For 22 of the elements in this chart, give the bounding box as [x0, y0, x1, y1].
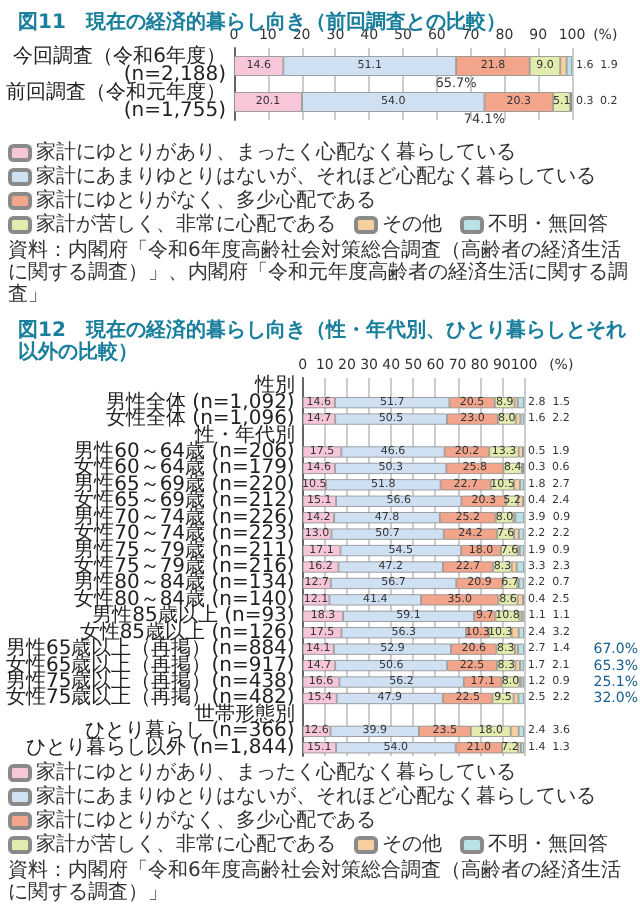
- legend-label: 家計にゆとりがあり、まったく心配なく暮らしている: [36, 760, 516, 784]
- legend-label: その他: [382, 212, 442, 236]
- legend-label: その他: [382, 832, 442, 856]
- legend-label: 不明・無回答: [488, 212, 608, 236]
- legend-label: 不明・無回答: [488, 832, 608, 856]
- text: 資料：内閣府「令和6年度高齢社会対策総合調査（高齢者の経済生活に関する調査）」、内閣府「令和元年度高齢者の経済生活に関する調査」: [8, 238, 628, 306]
- text: 資料：内閣府「令和6年度高齢社会対策総合調査（高齢者の経済生活に関する調査）」: [8, 858, 621, 904]
- y-tick-label: 前回調査（令和元年度） (n=1,755): [6, 80, 227, 122]
- legend-label: 家計にあまりゆとりはないが、それほど心配なく暮らしている: [36, 784, 596, 808]
- bar: [517, 397, 524, 409]
- bar: [516, 561, 524, 573]
- bar: [518, 627, 524, 639]
- legend-label: 家計にゆとりがあり、まったく心配なく暮らしている: [36, 140, 516, 164]
- bar: [518, 692, 524, 705]
- legend-label: 家計が苦しく、非常に心配である: [36, 832, 336, 856]
- legend-label: 家計が苦しく、非常に心配である: [36, 212, 336, 236]
- legend-label: 家計にゆとりがなく、多少心配である: [36, 808, 376, 832]
- legend-label: 家計にゆとりがなく、多少心配である: [36, 188, 376, 212]
- legend-label: 家計にあまりゆとりはないが、それほど心配なく暮らしている: [36, 164, 596, 188]
- bar: [566, 56, 572, 76]
- bar: [518, 528, 524, 540]
- bar: [518, 725, 524, 737]
